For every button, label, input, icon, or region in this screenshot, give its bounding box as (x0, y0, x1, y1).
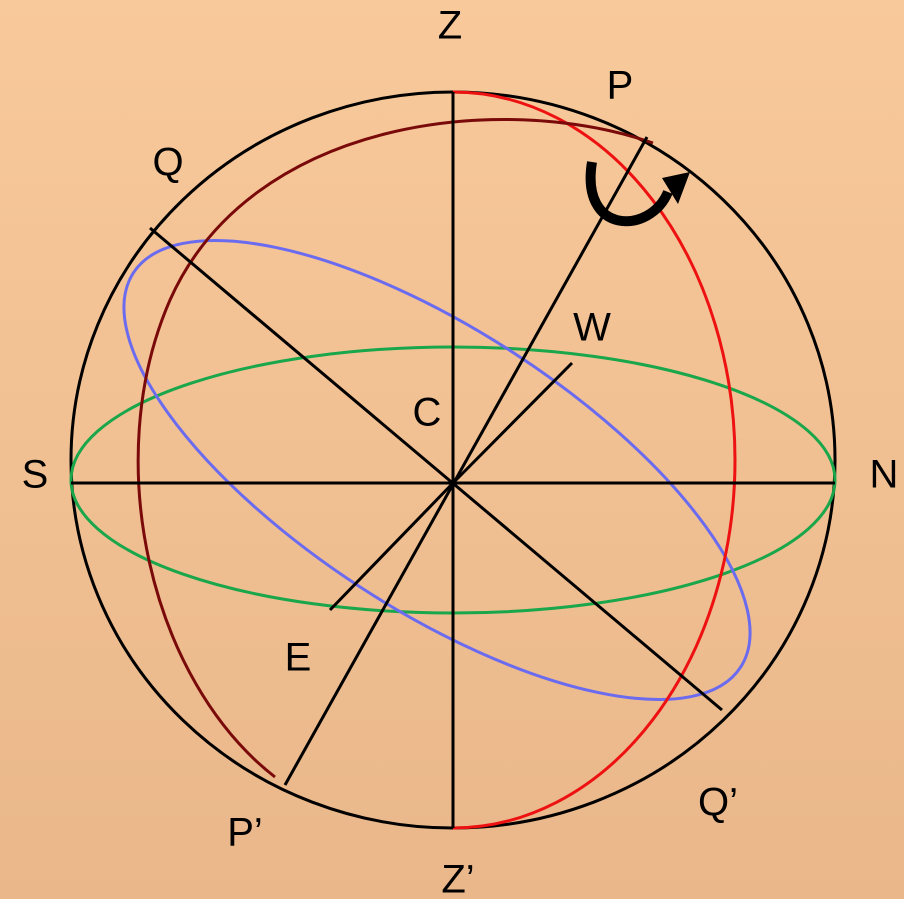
label: N (870, 453, 899, 497)
label: P’ (227, 811, 263, 855)
label: E (285, 636, 312, 680)
label: Z (438, 4, 462, 48)
label: Q (152, 141, 183, 185)
label: W (573, 306, 611, 350)
page: {"labels": ["Z", "P", "Q", "W", "C", "S"… (0, 0, 904, 899)
label: P (607, 64, 634, 108)
label: C (413, 391, 442, 435)
label: S (22, 453, 49, 497)
label: Z’ (441, 858, 474, 899)
label: Q’ (698, 781, 738, 825)
celestial-sphere-diagram: Z P Q W C S N E P’ Q’ Z’ (0, 0, 904, 899)
